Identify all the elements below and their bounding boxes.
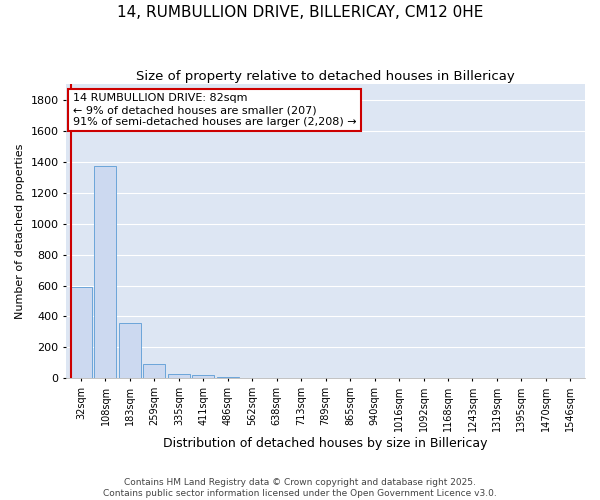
X-axis label: Distribution of detached houses by size in Billericay: Distribution of detached houses by size … [163,437,488,450]
Y-axis label: Number of detached properties: Number of detached properties [15,144,25,319]
Bar [168,374,190,378]
Title: Size of property relative to detached houses in Billericay: Size of property relative to detached ho… [136,70,515,83]
Bar [94,166,116,378]
Bar [143,364,166,378]
Text: 14 RUMBULLION DRIVE: 82sqm
← 9% of detached houses are smaller (207)
91% of semi: 14 RUMBULLION DRIVE: 82sqm ← 9% of detac… [73,94,356,126]
Text: Contains HM Land Registry data © Crown copyright and database right 2025.
Contai: Contains HM Land Registry data © Crown c… [103,478,497,498]
Bar [217,377,239,378]
Bar [119,324,141,378]
Text: 14, RUMBULLION DRIVE, BILLERICAY, CM12 0HE: 14, RUMBULLION DRIVE, BILLERICAY, CM12 0… [117,5,483,20]
Bar [193,376,214,378]
Bar [70,287,92,378]
